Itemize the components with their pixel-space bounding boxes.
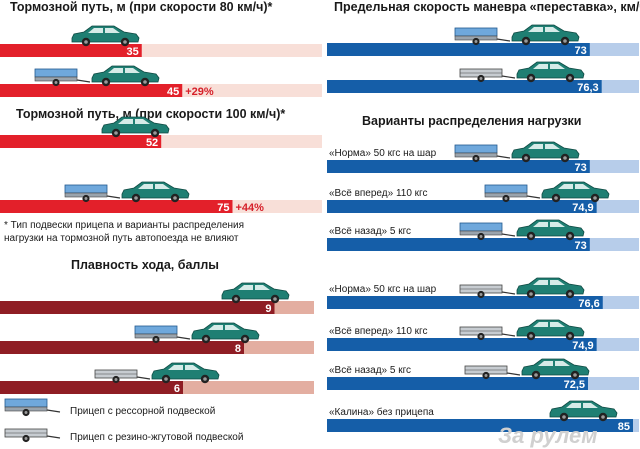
bar (327, 419, 633, 432)
car-icon (121, 181, 190, 203)
bar (0, 84, 183, 97)
data-label: 73 (575, 162, 587, 174)
rubber-trailer-icon (4, 428, 61, 443)
bar (0, 200, 233, 213)
car-icon (516, 319, 585, 341)
data-label: 73 (575, 240, 587, 252)
rubber-trailer-icon (459, 326, 516, 341)
car-icon (511, 24, 580, 46)
data-label: 73 (575, 45, 587, 57)
data-label: 35 (127, 46, 139, 58)
row-label: «Всё вперед» 110 кгс (329, 188, 427, 199)
chart-panel-5: Варианты распределения нагрузки 73 «Норма»… (327, 114, 639, 433)
data-label: 52 (146, 137, 158, 149)
chart-panel-2: Тормозной путь, м (при скорости 100 км/ч… (0, 107, 322, 214)
row-label: «Всё назад» 5 кгс (329, 226, 411, 237)
car-icon (71, 25, 140, 47)
chart-title: Тормозной путь, м (при скорости 100 км/ч… (16, 107, 285, 121)
chart-panel-1: Тормозной путь, м (при скорости 80 км/ч)… (0, 0, 322, 98)
bar (327, 200, 597, 213)
bar (327, 296, 603, 309)
row-label: «Норма» 50 кгс на шар (329, 148, 437, 159)
data-label: 72,5 (564, 379, 585, 391)
spring-trailer-icon (34, 68, 91, 87)
car-icon (191, 322, 260, 344)
chart-title: Варианты распределения нагрузки (362, 114, 581, 128)
car-icon (91, 65, 160, 87)
data-label: 6 (174, 383, 180, 395)
bar (0, 301, 275, 314)
bar (0, 44, 142, 57)
row-label: «Всё назад» 5 кгс (329, 365, 411, 376)
bar (327, 80, 602, 93)
bar (0, 341, 244, 354)
rubber-trailer-icon (459, 68, 516, 83)
data-label: 74,9 (572, 202, 593, 214)
rubber-trailer-icon (459, 284, 516, 299)
car-icon (549, 400, 618, 422)
data-label: 74,9 (572, 340, 593, 352)
spring-trailer-icon (4, 398, 61, 417)
legend-label: Прицеп с резино-жгутовой подвеской (70, 432, 243, 443)
footnote: * Тип подвески прицепа и варианты распре… (4, 220, 244, 244)
car-icon (221, 282, 290, 304)
car-icon (521, 358, 590, 380)
data-label: 45 (167, 86, 179, 98)
car-icon (516, 61, 585, 83)
row-label: «Всё вперед» 110 кгс (329, 326, 427, 337)
spring-trailer-icon (454, 27, 511, 46)
car-icon (151, 362, 220, 384)
legend: Прицеп с рессорной подвеской Прицеп с рез… (4, 398, 243, 443)
legend-label: Прицеп с рессорной подвеской (70, 406, 215, 417)
chart-panel-4: Предельная скорость маневра «переставка»… (327, 0, 640, 94)
car-icon (511, 141, 580, 163)
footnote-line: * Тип подвески прицепа и варианты распре… (4, 220, 244, 231)
bar (327, 338, 597, 351)
increase-label: +29% (185, 86, 214, 98)
chart-title: Плавность хода, баллы (71, 258, 219, 272)
spring-trailer-icon (64, 184, 121, 203)
rubber-trailer-icon (464, 365, 521, 380)
rubber-trailer-icon (94, 369, 151, 384)
data-label: 85 (618, 421, 630, 433)
spring-trailer-icon (459, 222, 516, 241)
data-label: 76,3 (577, 82, 598, 94)
chart-panel-3: Плавность хода, баллы 9 8 6 (0, 258, 314, 395)
data-label: 8 (235, 343, 241, 355)
car-icon (101, 116, 170, 138)
bar (327, 43, 590, 56)
bar (0, 135, 162, 148)
spring-trailer-icon (134, 325, 191, 344)
spring-trailer-icon (484, 184, 541, 203)
data-label: 76,6 (578, 298, 599, 310)
chart-title: Предельная скорость маневра «переставка»… (334, 0, 640, 14)
chart-title: Тормозной путь, м (при скорости 80 км/ч)… (10, 0, 272, 14)
data-label: 75 (217, 202, 229, 214)
footnote-line: нагрузки на тормозной путь автопоезда не… (4, 233, 239, 244)
bar (327, 238, 590, 251)
car-icon (541, 181, 610, 203)
bar (327, 160, 590, 173)
car-icon (516, 219, 585, 241)
data-label: 9 (265, 303, 271, 315)
row-label: «Норма» 50 кгс на шар (329, 284, 437, 295)
row-label: «Калина» без прицепа (329, 406, 434, 418)
spring-trailer-icon (454, 144, 511, 163)
increase-label: +44% (236, 202, 265, 214)
watermark-logo: За рулем (498, 423, 598, 448)
bar (0, 381, 183, 394)
bar (327, 377, 588, 390)
car-icon (516, 277, 585, 299)
